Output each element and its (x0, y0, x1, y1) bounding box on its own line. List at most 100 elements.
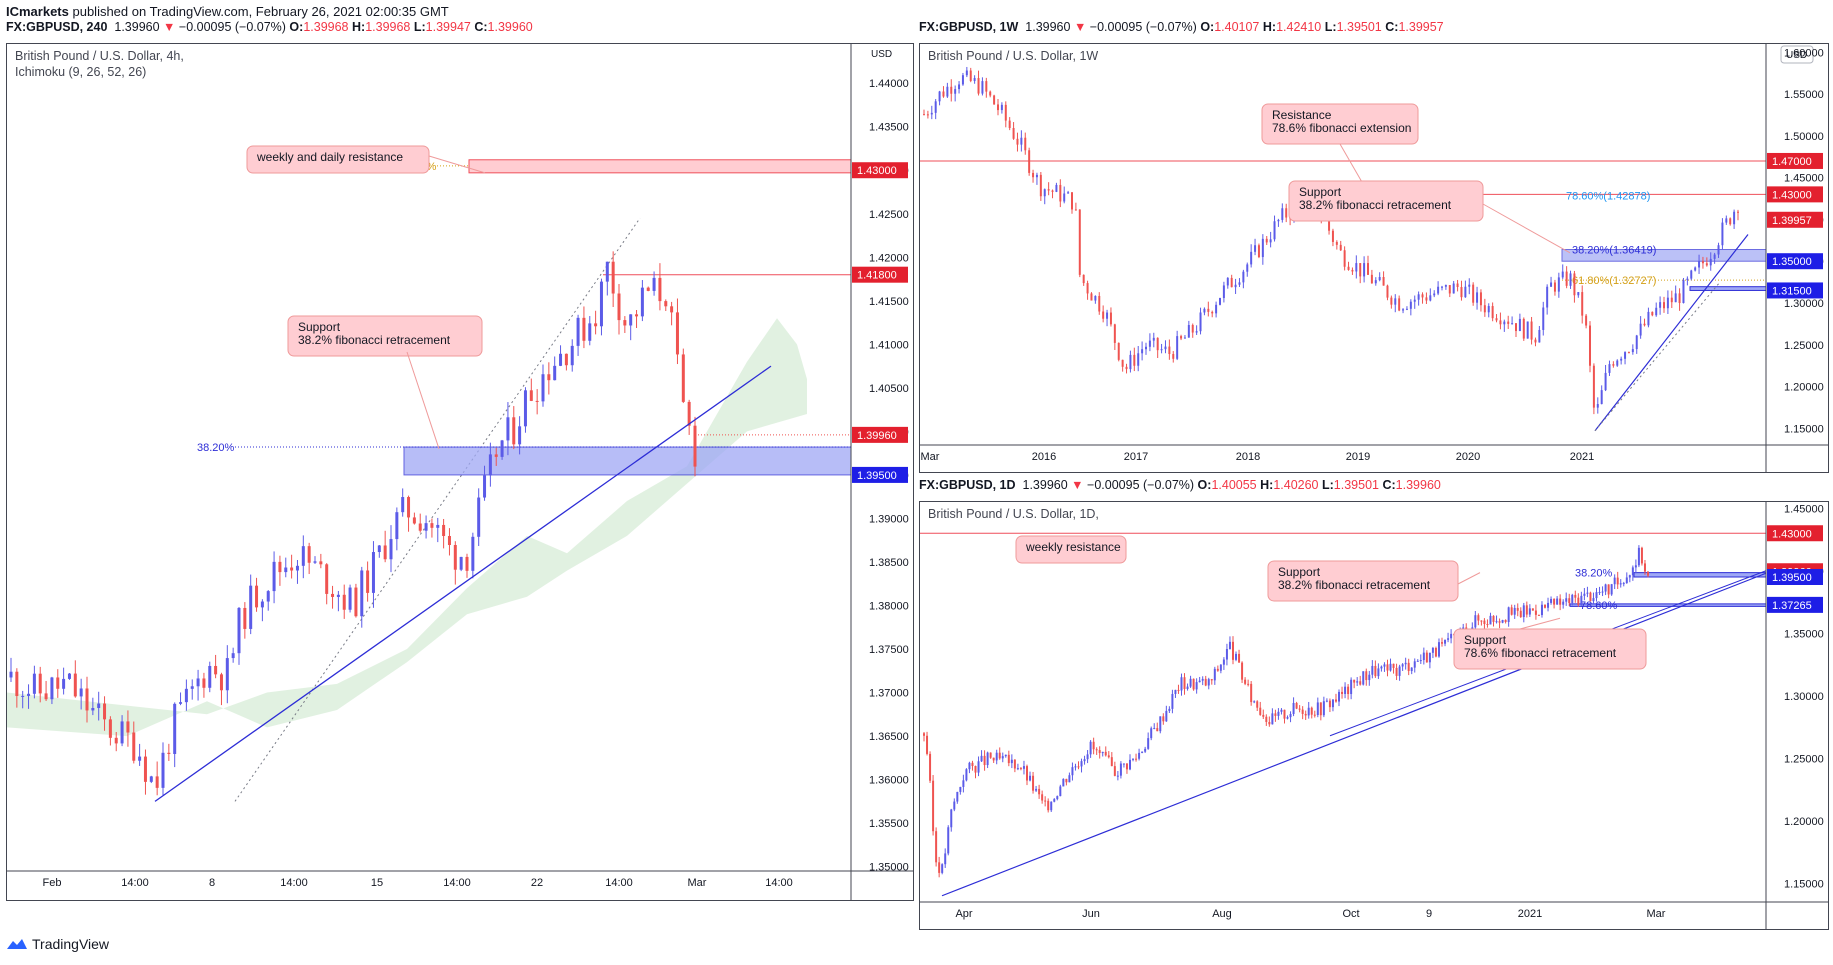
price-tag (852, 426, 908, 443)
d1-chart[interactable]: British Pound / U.S. Dollar, 1D, 38.20% 78… (920, 502, 1828, 929)
h4-candle (518, 426, 522, 445)
y-tick-label: 1.45000 (1784, 503, 1824, 515)
d1-candle (1325, 700, 1328, 702)
w1-candle (1222, 285, 1225, 299)
w1-candle (1643, 323, 1646, 326)
x-tick-label: Jun (1082, 908, 1100, 920)
w1-candle (1670, 297, 1673, 303)
d1-candle (1589, 592, 1592, 602)
w1-candle (1546, 286, 1549, 308)
w1-candle (1596, 404, 1599, 408)
price-tag (1767, 186, 1823, 203)
resistance-zone (468, 159, 852, 174)
x-tick-label: Mar (1647, 908, 1666, 920)
annotation-resistance-786-ext-text: Resistance (1272, 108, 1332, 122)
w1-candle (1035, 174, 1038, 178)
d1-candle (1580, 595, 1583, 606)
w1-candle (1725, 218, 1728, 223)
d1-candle (1544, 604, 1547, 608)
d1-candle (1631, 567, 1634, 576)
w1-candle (1148, 340, 1151, 347)
y-tick-label: 1.36000 (869, 775, 909, 787)
annotation-pointer (406, 351, 440, 449)
w1-candle (1032, 172, 1035, 178)
w1-candle (1608, 364, 1611, 373)
w1-candle (1160, 349, 1163, 351)
w1-candle (1012, 128, 1015, 139)
d1-candle (1007, 754, 1010, 764)
uptrend-line (154, 365, 772, 802)
d1-candle (1238, 653, 1241, 663)
h4-candle (459, 556, 463, 570)
annotation-support-786 (1453, 628, 1647, 670)
w1-candle (1729, 218, 1732, 225)
w1-chart-panel[interactable]: British Pound / U.S. Dollar, 1W USD 78.60%… (919, 43, 1829, 473)
h4-candle (260, 601, 264, 608)
d1-candle (1410, 667, 1413, 672)
w1-chart[interactable]: British Pound / U.S. Dollar, 1W USD 78.60%… (920, 44, 1828, 472)
w1-candle (1382, 277, 1385, 286)
d1-candle (1480, 620, 1483, 622)
w1-candle (1277, 219, 1280, 222)
h4-candle (331, 593, 335, 597)
w1-candle (985, 81, 988, 92)
h4-candle (243, 607, 247, 629)
w1-candle (1409, 301, 1412, 309)
h4-candle (605, 261, 609, 282)
d1-candle (1183, 677, 1186, 689)
w1-candle (1094, 295, 1097, 301)
d1-candle (1116, 775, 1119, 777)
x-tick-label: 2021 (1570, 451, 1594, 463)
h4-candle (395, 512, 399, 540)
d1-candle (1313, 714, 1316, 716)
h4-candle (611, 261, 615, 294)
annotation-pointer (1482, 203, 1571, 254)
w1-candle (1437, 286, 1440, 294)
w1-candle (1168, 346, 1171, 355)
w1-candle (1207, 308, 1210, 312)
h4-candle (681, 354, 685, 402)
h4-chart[interactable]: British Pound / U.S. Dollar, 4h, Ichimoku… (7, 44, 913, 900)
y-tick-label: 1.42500 (869, 209, 909, 221)
w1-candle (1343, 250, 1346, 267)
h4-candle (208, 665, 212, 688)
w1-candle (1476, 292, 1479, 303)
w1-candle (1678, 293, 1681, 304)
d1-candle (1274, 713, 1277, 716)
w1-candle (1698, 261, 1701, 268)
h4-candle (138, 756, 142, 761)
w1-candle (1261, 238, 1264, 258)
d1-candle (1310, 707, 1313, 715)
w1-candle (1238, 282, 1241, 285)
d1-candle (1377, 668, 1380, 677)
w1-candle (938, 91, 941, 102)
w1-candle (1721, 222, 1724, 246)
h4-candle (629, 314, 633, 326)
d1-chart-panel[interactable]: British Pound / U.S. Dollar, 1D, 38.20% 78… (919, 501, 1829, 930)
h4-candle (50, 677, 54, 700)
h4-candle (237, 607, 241, 654)
h4-candle (483, 475, 487, 498)
tradingview-footer[interactable]: TradingView (6, 936, 109, 952)
w1-candle (934, 101, 937, 113)
w1-candle (1106, 312, 1109, 319)
d1-candle (1510, 607, 1513, 615)
w1-price: 1.39960 (1025, 20, 1071, 34)
w1-candle (1195, 331, 1198, 333)
h4-chart-panel[interactable]: British Pound / U.S. Dollar, 4h, Ichimoku… (6, 43, 914, 901)
y-tick-label: 1.36500 (869, 731, 909, 743)
d1-candle (1319, 702, 1322, 716)
w1-candle (1635, 335, 1638, 350)
h4-candle (675, 312, 679, 355)
d1-candle (1301, 709, 1304, 714)
w1-candle (1386, 285, 1389, 298)
h4-candle (167, 752, 171, 754)
h4-candle (564, 353, 568, 366)
h4-candle (442, 524, 446, 536)
w1-candle (1242, 271, 1245, 283)
d1-candle (980, 755, 983, 762)
h4-candle (588, 323, 592, 341)
w1-candle (1503, 321, 1506, 325)
h4-candle (266, 591, 270, 602)
y-tick-label: 1.55000 (1784, 89, 1824, 101)
